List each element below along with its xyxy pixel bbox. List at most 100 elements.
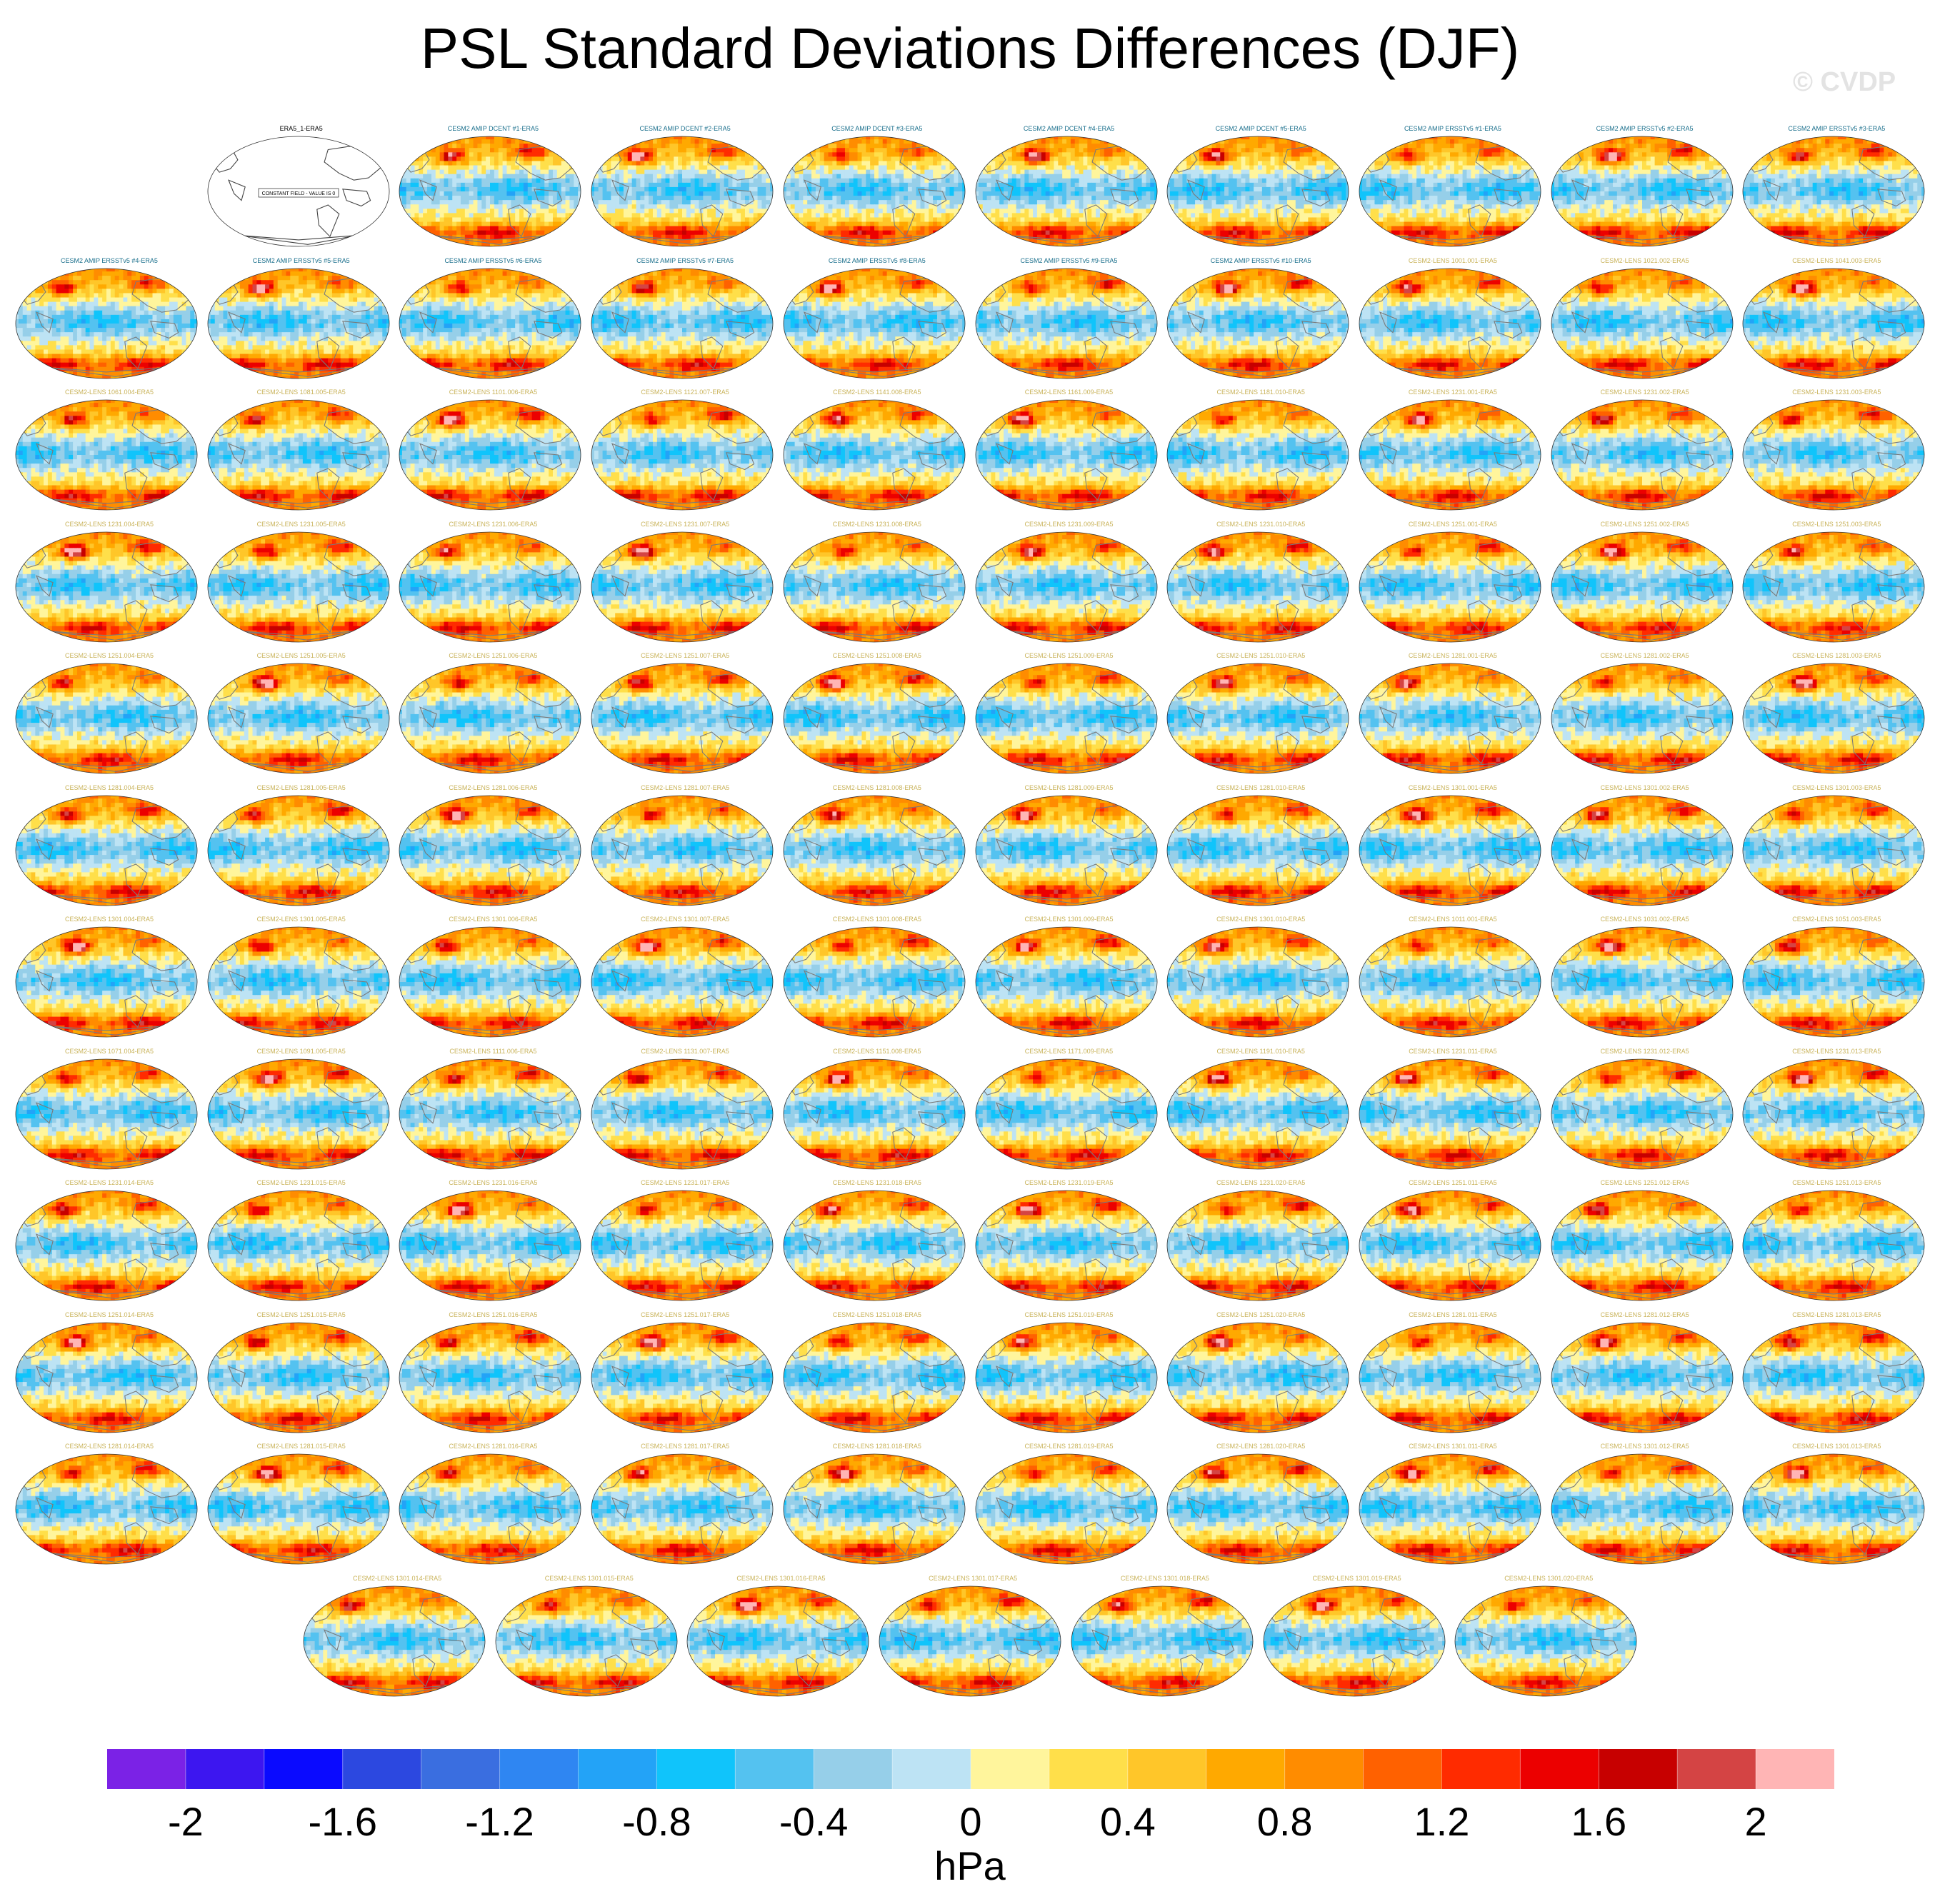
map-plot (206, 267, 391, 380)
map-plot (974, 267, 1159, 380)
colorbar-swatch (971, 1749, 1049, 1789)
map-plot (974, 662, 1159, 775)
map-plot (1741, 794, 1926, 907)
panel-title: CESM2-LENS 1091.005-ERA5 (205, 1048, 398, 1055)
map-plot (1166, 267, 1350, 380)
map-panel: CESM2-LENS 1281.007-ERA5 (589, 784, 781, 913)
panel-title: CESM2-LENS 1281.016-ERA5 (396, 1443, 589, 1450)
panel-title: CESM2-LENS 1281.010-ERA5 (1164, 784, 1357, 791)
map-plot (974, 926, 1159, 1038)
map-panel: CESM2 AMIP DCENT #2-ERA5 (589, 125, 781, 254)
map-plot (1741, 662, 1926, 775)
map-panel: CESM2-LENS 1301.018-ERA5 (1069, 1575, 1261, 1703)
map-plot (1070, 1585, 1254, 1698)
map-panel: CESM2-LENS 1251.014-ERA5 (13, 1311, 206, 1440)
map-plot (974, 135, 1159, 248)
colorbar-tick-label: 0 (959, 1799, 981, 1844)
map-panel: CESM2 AMIP ERSSTv5 #2-ERA5 (1549, 125, 1741, 254)
map-panel: CESM2-LENS 1281.008-ERA5 (781, 784, 974, 913)
panel-title: CESM2-LENS 1281.005-ERA5 (205, 784, 398, 791)
map-panel: CESM2-LENS 1141.008-ERA5 (781, 389, 974, 517)
panel-title: CESM2-LENS 1301.011-ERA5 (1356, 1443, 1549, 1450)
map-panel: CESM2-LENS 1301.009-ERA5 (973, 916, 1166, 1044)
map-plot (590, 1453, 774, 1565)
map-plot (398, 662, 582, 775)
map-panel: CESM2-LENS 1301.014-ERA5 (301, 1575, 494, 1703)
panel-title: CESM2 AMIP DCENT #2-ERA5 (589, 125, 781, 132)
map-panel: CESM2-LENS 1251.019-ERA5 (973, 1311, 1166, 1440)
panel-title: CESM2-LENS 1231.006-ERA5 (396, 521, 589, 528)
map-panel: CESM2-LENS 1231.013-ERA5 (1740, 1048, 1933, 1176)
map-panel: CESM2-LENS 1301.010-ERA5 (1164, 916, 1357, 1044)
map-panel: CESM2-LENS 1231.019-ERA5 (973, 1179, 1166, 1308)
map-panel: CESM2-LENS 1281.009-ERA5 (973, 784, 1166, 913)
map-plot (590, 1321, 774, 1434)
map-panel: CESM2-LENS 1251.013-ERA5 (1740, 1179, 1933, 1308)
map-plot (782, 135, 966, 248)
map-plot (1358, 1321, 1542, 1434)
map-panel: CESM2 AMIP DCENT #1-ERA5 (396, 125, 589, 254)
map-plot (206, 1189, 391, 1302)
panel-title: CESM2-LENS 1151.008-ERA5 (781, 1048, 974, 1055)
panel-title: CESM2-LENS 1251.006-ERA5 (396, 652, 589, 659)
map-panel: CESM2-LENS 1231.012-ERA5 (1549, 1048, 1741, 1176)
panel-title: CESM2-LENS 1301.013-ERA5 (1740, 1443, 1933, 1450)
panel-title: CESM2-LENS 1281.018-ERA5 (781, 1443, 974, 1450)
map-plot (1262, 1585, 1446, 1698)
colorbar-tick-label: 1.6 (1571, 1799, 1626, 1844)
map-plot (782, 1189, 966, 1302)
map-plot (206, 1058, 391, 1171)
map-panel: CESM2 AMIP DCENT #5-ERA5 (1164, 125, 1357, 254)
colorbar-swatch (1049, 1749, 1128, 1789)
panel-title: CESM2-LENS 1281.001-ERA5 (1356, 652, 1549, 659)
panel-title: CESM2-LENS 1251.009-ERA5 (973, 652, 1166, 659)
map-panel: CESM2-LENS 1301.017-ERA5 (876, 1575, 1069, 1703)
panel-title: CESM2-LENS 1231.018-ERA5 (781, 1179, 974, 1186)
map-plot (590, 1058, 774, 1171)
colorbar-swatch (500, 1749, 579, 1789)
map-panel: CESM2-LENS 1251.009-ERA5 (973, 652, 1166, 781)
panel-title: CESM2-LENS 1301.003-ERA5 (1740, 784, 1933, 791)
map-panel: CESM2-LENS 1301.002-ERA5 (1549, 784, 1741, 913)
map-panel: ERA5_1-ERA5 CONSTANT FIELD - VALUE IS 0 (205, 125, 398, 254)
map-panel: CESM2-LENS 1181.010-ERA5 (1164, 389, 1357, 517)
map-plot (1358, 399, 1542, 511)
colorbar-swatch (1285, 1749, 1364, 1789)
map-plot (14, 794, 199, 907)
map-panel: CESM2-LENS 1251.010-ERA5 (1164, 652, 1357, 781)
colorbar-swatch (107, 1749, 186, 1789)
panel-title: CESM2-LENS 1111.006-ERA5 (396, 1048, 589, 1055)
panel-title: CESM2-LENS 1061.004-ERA5 (13, 389, 206, 396)
map-plot (782, 399, 966, 511)
map-plot (782, 531, 966, 643)
map-plot (1741, 1321, 1926, 1434)
panel-title: CESM2-LENS 1251.016-ERA5 (396, 1311, 589, 1318)
map-plot (14, 1453, 199, 1565)
map-plot (782, 794, 966, 907)
map-panel: CESM2-LENS 1091.005-ERA5 (205, 1048, 398, 1176)
map-panel: CESM2-LENS 1251.001-ERA5 (1356, 521, 1549, 649)
map-panel: CESM2-LENS 1191.010-ERA5 (1164, 1048, 1357, 1176)
panel-title: CESM2-LENS 1231.020-ERA5 (1164, 1179, 1357, 1186)
panel-title: CESM2-LENS 1281.014-ERA5 (13, 1443, 206, 1450)
map-panel: CESM2-LENS 1301.004-ERA5 (13, 916, 206, 1044)
map-panel: CESM2-LENS 1301.019-ERA5 (1261, 1575, 1454, 1703)
panel-title: CESM2-LENS 1121.007-ERA5 (589, 389, 781, 396)
map-panel: CESM2-LENS 1231.008-ERA5 (781, 521, 974, 649)
panel-title: CESM2-LENS 1231.015-ERA5 (205, 1179, 398, 1186)
map-plot (1741, 1453, 1926, 1565)
map-panel: CESM2-LENS 1231.016-ERA5 (396, 1179, 589, 1308)
map-panel: CESM2-LENS 1281.010-ERA5 (1164, 784, 1357, 913)
colorbar-swatch (264, 1749, 343, 1789)
map-panel: CESM2-LENS 1251.016-ERA5 (396, 1311, 589, 1440)
colorbar-tick-label: -0.8 (622, 1799, 691, 1844)
panel-title: CESM2-LENS 1251.014-ERA5 (13, 1311, 206, 1318)
colorbar-label: hPa (934, 1843, 1006, 1888)
panel-title: CESM2-LENS 1281.003-ERA5 (1740, 652, 1933, 659)
map-plot (878, 1585, 1062, 1698)
map-panel: CESM2-LENS 1251.002-ERA5 (1549, 521, 1741, 649)
map-panel: CESM2-LENS 1231.002-ERA5 (1549, 389, 1741, 517)
map-panel: CESM2-LENS 1131.007-ERA5 (589, 1048, 781, 1176)
map-plot (206, 399, 391, 511)
map-panel: CESM2 AMIP ERSSTv5 #3-ERA5 (1740, 125, 1933, 254)
